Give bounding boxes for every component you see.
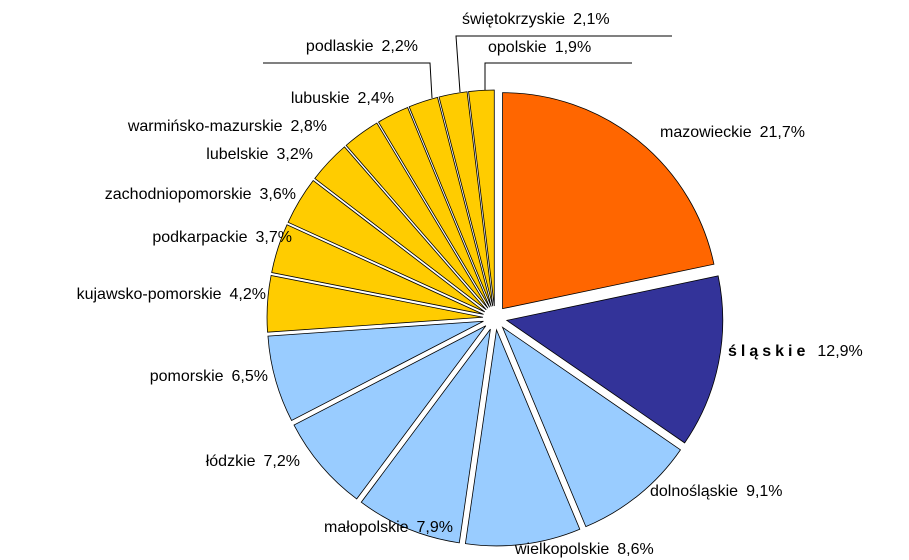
category-name: kujawsko-pomorskie xyxy=(77,286,222,303)
category-name: opolskie xyxy=(488,39,547,56)
leader-line xyxy=(263,62,433,99)
slice-label: podlaskie 2,2% xyxy=(306,38,418,55)
slice-label: dolnośląskie 9,1% xyxy=(650,483,783,500)
category-name: podlaskie xyxy=(306,38,374,55)
pie-slice xyxy=(314,146,487,311)
value-label: 6,5% xyxy=(232,368,268,385)
value-label: 12,9% xyxy=(817,343,862,360)
leader-lines xyxy=(263,35,672,99)
slice-label: lubuskie 2,4% xyxy=(291,90,394,107)
value-label: 3,2% xyxy=(277,146,313,163)
category-name: pomorskie xyxy=(150,368,224,385)
value-label: 3,6% xyxy=(260,186,296,203)
value-label: 3,7% xyxy=(256,229,292,246)
value-label: 7,9% xyxy=(417,519,453,536)
category-name: zachodniopomorskie xyxy=(105,186,252,203)
pie-slice xyxy=(464,328,581,547)
pie-slice xyxy=(345,122,489,309)
pie-slice xyxy=(271,224,484,315)
slice-label: małopolskie 7,9% xyxy=(324,519,453,536)
category-name: lubelskie xyxy=(206,146,268,163)
slice-label: pomorskie 6,5% xyxy=(150,368,268,385)
category-name: łódzkie xyxy=(206,453,256,470)
pie-slice xyxy=(408,96,492,307)
category-name: mazowieckie xyxy=(660,124,752,141)
value-label: 2,1% xyxy=(573,11,609,28)
category-name: śląskie xyxy=(728,343,809,360)
category-name: podkarpackie xyxy=(152,229,247,246)
pie-slice xyxy=(267,320,484,422)
value-label: 21,7% xyxy=(760,124,805,141)
value-label: 1,9% xyxy=(555,39,591,56)
slice-label: kujawsko-pomorskie 4,2% xyxy=(77,286,266,303)
slice-label: lubelskie 3,2% xyxy=(206,146,313,163)
leader-line xyxy=(484,62,632,90)
slice-label: świętokrzyskie 2,1% xyxy=(462,11,610,28)
pie-slice xyxy=(502,92,715,310)
value-label: 7,2% xyxy=(264,453,300,470)
slice-label: śląskie 12,9% xyxy=(728,343,863,360)
category-name: lubuskie xyxy=(291,90,350,107)
pie-slice xyxy=(287,179,485,313)
leader-line xyxy=(455,35,672,93)
value-label: 2,4% xyxy=(358,90,394,107)
slice-label: wielkopolskie 8,6% xyxy=(514,541,654,558)
pie-slice xyxy=(505,275,724,444)
pie-slice xyxy=(293,325,487,500)
value-label: 2,8% xyxy=(291,118,327,135)
value-label: 2,2% xyxy=(382,38,418,55)
slice-label: zachodniopomorskie 3,6% xyxy=(105,186,296,203)
category-name: warmińsko-mazurskie xyxy=(127,118,283,135)
pie-slice xyxy=(377,106,490,308)
slice-label: warmińsko-mazurskie 2,8% xyxy=(127,118,327,135)
category-name: dolnośląskie xyxy=(650,483,738,500)
pie-slice xyxy=(266,274,484,333)
category-name: wielkopolskie xyxy=(514,541,609,558)
category-name: świętokrzyskie xyxy=(462,11,565,28)
slice-label: mazowieckie 21,7% xyxy=(660,124,805,141)
pie-slice xyxy=(360,328,491,544)
value-label: 9,1% xyxy=(746,483,782,500)
slice-label: łódzkie 7,2% xyxy=(206,453,300,470)
pie-slice xyxy=(501,326,682,528)
slice-label: podkarpackie 3,7% xyxy=(152,229,292,246)
value-label: 4,2% xyxy=(230,286,266,303)
category-name: małopolskie xyxy=(324,519,409,536)
pie-slice xyxy=(468,89,495,307)
value-label: 8,6% xyxy=(617,541,653,558)
slice-label: opolskie 1,9% xyxy=(488,39,591,56)
pie-slice xyxy=(438,91,494,307)
